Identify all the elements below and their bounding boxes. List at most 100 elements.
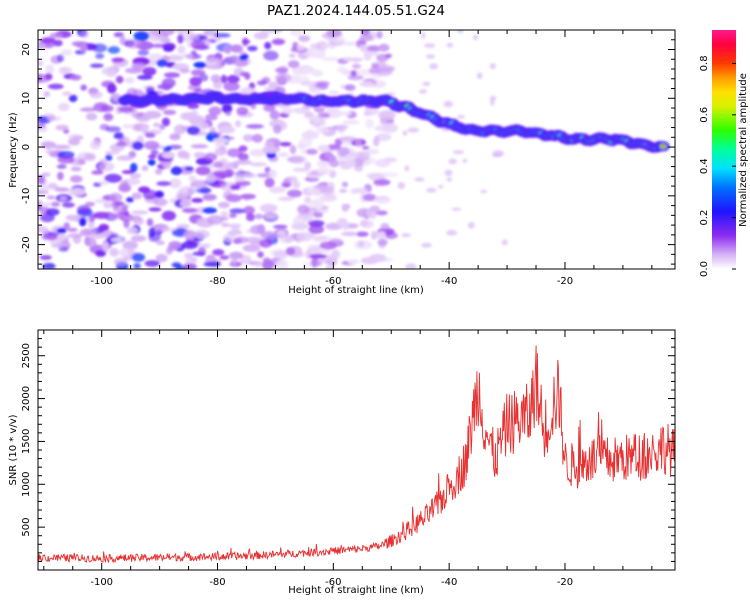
colorbar-tick-label: 0.8 — [699, 55, 710, 71]
spectrogram-cell — [384, 53, 392, 59]
colorbar-gradient — [712, 30, 736, 269]
spectrogram-cell — [286, 156, 305, 163]
snr-x-tick-label: -100 — [90, 577, 113, 588]
spectrogram-cell — [201, 243, 211, 249]
spectrogram-cell — [405, 263, 417, 269]
spectrogram-cell — [124, 67, 143, 74]
spectrogram-cell — [225, 194, 242, 203]
spectrogram-cell — [132, 141, 144, 151]
spectrogram-cell — [148, 227, 156, 238]
snr-x-tick-label: -80 — [209, 577, 225, 588]
spectrogram-cell — [249, 162, 267, 167]
spectrogram-cell — [155, 253, 168, 263]
snr-x-tick-label: -60 — [325, 577, 341, 588]
spectrogram-cell — [360, 43, 368, 53]
spectrogram-cell — [371, 64, 380, 69]
spectrogram-cell — [240, 193, 256, 200]
spectrogram-cell — [161, 117, 170, 127]
spectrogram-cell — [123, 218, 130, 229]
spectrogram-cell — [304, 161, 312, 170]
spectrogram-cell — [374, 158, 391, 168]
spectrogram-cell — [137, 74, 153, 80]
spectrogram-cell — [208, 106, 222, 116]
spectrogram-cell — [193, 88, 203, 93]
spectrogram-cell — [250, 224, 266, 235]
spectrogram-cell — [41, 172, 51, 177]
snr-y-tick-labels: 500 1000 1500 2000 2500 — [21, 343, 32, 537]
spectrogram-cell — [326, 37, 339, 42]
spectrogram-cell — [267, 169, 277, 179]
spectrogram-cell — [301, 130, 319, 140]
snr-y-tick-label: 1000 — [21, 472, 32, 497]
spectrogram-cell — [133, 123, 143, 131]
spectrogram-cell — [262, 146, 280, 154]
spectrogram-cell — [188, 175, 197, 182]
colorbar-tick-label: 0.6 — [699, 107, 710, 123]
spectrogram-cell — [359, 220, 374, 229]
spectrogram-cell — [130, 162, 138, 173]
spectrogram-cell — [328, 155, 337, 162]
spectrogram-cell — [242, 134, 255, 142]
spectrogram-y-tick-labels: -20 -10 0 10 20 — [21, 43, 32, 253]
spectrogram-cell — [154, 168, 163, 175]
spectrogram-cell — [62, 91, 72, 96]
spectrogram-cell — [136, 116, 150, 123]
spectrogram-cell — [161, 210, 176, 221]
spectrogram-cell — [368, 210, 377, 220]
spectrogram-cell — [380, 223, 390, 230]
spectrogram-cell — [426, 187, 437, 193]
spectrogram-cell — [300, 80, 318, 87]
spectrogram-y-tick-label: 0 — [21, 144, 32, 150]
spectrogram-cell — [79, 107, 97, 112]
spectrogram-cell — [95, 249, 107, 257]
spectrogram-cell — [70, 166, 82, 172]
spectrogram-cell — [47, 114, 56, 122]
spectrogram-cell — [365, 118, 374, 129]
spectrogram-cell — [109, 247, 119, 257]
spectrogram-cell — [228, 223, 242, 229]
spectrogram-cell — [452, 150, 464, 155]
spectrogram-cell — [375, 210, 388, 216]
spectrogram-cell — [126, 39, 142, 49]
spectrogram-cell — [80, 43, 88, 53]
spectrogram-cell — [57, 102, 70, 112]
spectrogram-cell — [108, 213, 126, 219]
spectrogram-cell — [105, 126, 121, 133]
spectrogram-cell — [85, 237, 97, 247]
spectrogram-cell — [79, 228, 92, 237]
spectrogram-cell — [122, 240, 138, 250]
spectrogram-cell — [131, 62, 146, 70]
spectrogram-cell — [182, 241, 198, 249]
spectrogram-cell — [143, 140, 160, 150]
spectrogram-cell — [182, 208, 198, 213]
spectrogram-y-tick-label: 10 — [21, 92, 32, 105]
spectrogram-cell — [360, 257, 379, 265]
spectrogram-cell — [43, 43, 54, 49]
spectrogram-cell — [103, 201, 113, 209]
spectrogram-cell — [137, 49, 150, 56]
spectrogram-cell — [142, 189, 158, 200]
spectrogram-cell — [373, 136, 380, 147]
spectrogram-cell — [419, 89, 427, 94]
spectrogram-cell — [169, 133, 181, 141]
spectrogram-cell — [76, 205, 92, 215]
spectrogram-cell — [275, 67, 289, 74]
spectrogram-cell — [347, 74, 364, 81]
spectrogram-cell — [104, 173, 122, 183]
spectrogram-cell — [209, 126, 216, 135]
spectrogram-cell — [230, 184, 241, 190]
spectrogram-cell — [38, 175, 46, 185]
spectrogram-cell — [116, 155, 134, 161]
spectrogram-cell — [107, 83, 117, 94]
spectrogram-cell — [91, 170, 104, 175]
spectrogram-cell — [84, 153, 96, 162]
spectrogram-cell — [78, 217, 87, 227]
spectrogram-cell — [155, 240, 165, 246]
spectrogram-cell — [162, 151, 176, 159]
spectrogram-cell — [342, 120, 361, 125]
spectrogram-cell — [143, 110, 162, 119]
spectrogram-cell — [288, 53, 296, 59]
spectrogram-cell — [369, 157, 376, 164]
spectrogram-cell — [290, 30, 303, 37]
spectrogram-cell — [62, 202, 75, 208]
